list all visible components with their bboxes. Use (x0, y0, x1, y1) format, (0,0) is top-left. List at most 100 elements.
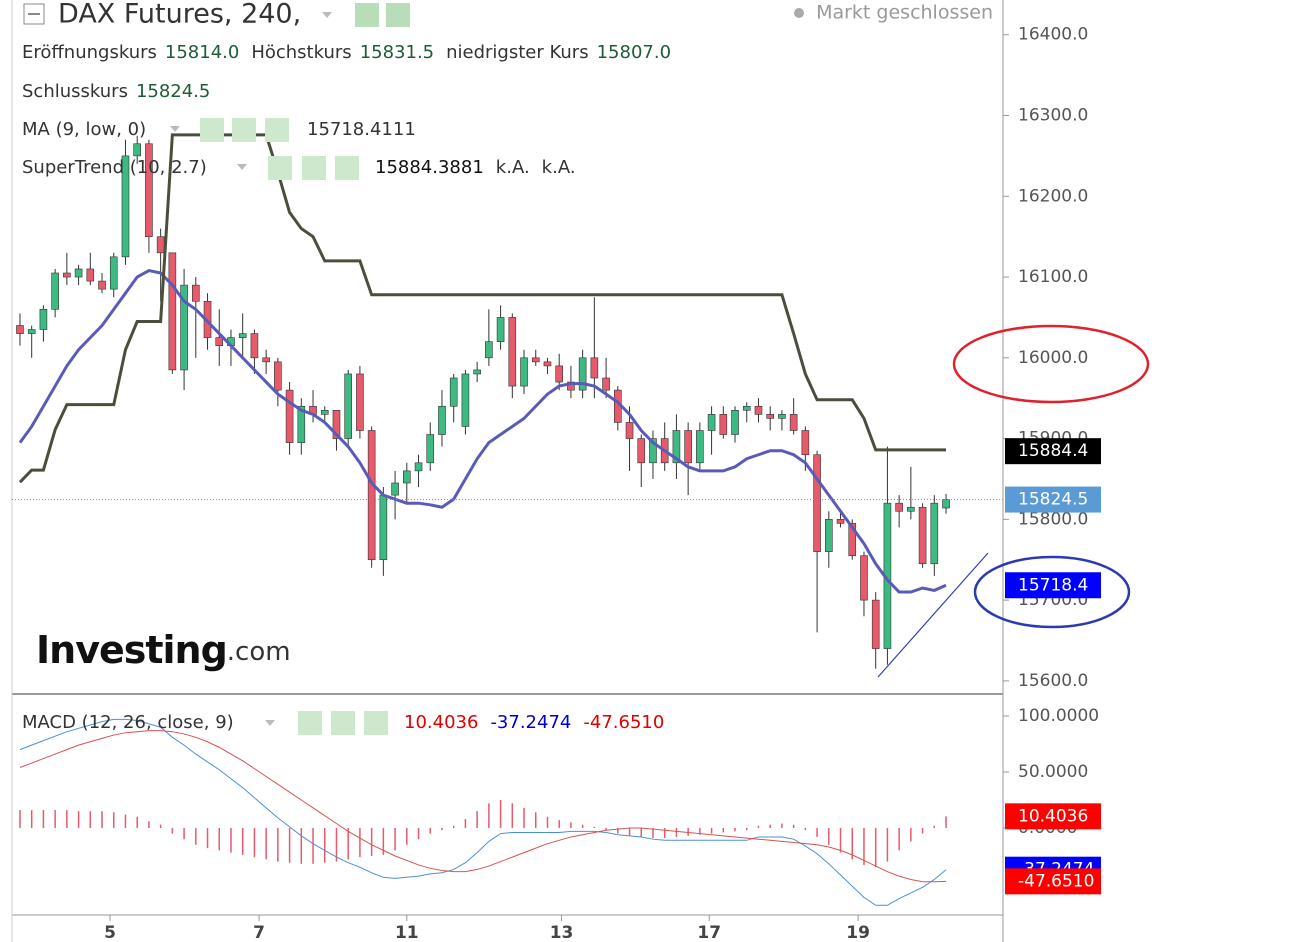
x-tick-label: 19 (846, 923, 870, 942)
settings-button[interactable] (232, 118, 256, 142)
indicator-value: 15884.3881 (375, 157, 484, 178)
candle-body (778, 414, 786, 419)
eye-button[interactable] (298, 711, 322, 735)
candle-body (414, 462, 423, 472)
dropdown[interactable] (265, 720, 275, 726)
y-tick-label: 50.0000 (1018, 762, 1088, 782)
candle-body (109, 256, 118, 290)
candle-body (848, 523, 857, 556)
y-tick-label: 16100.0 (1018, 267, 1088, 287)
dropdown[interactable] (322, 12, 332, 18)
ohlc-value: 15814.0 (165, 42, 239, 63)
candle-body (707, 414, 716, 431)
candle-body (168, 252, 177, 371)
candle-body (637, 438, 646, 464)
candle-body (473, 369, 481, 375)
candle-body (403, 470, 411, 484)
candle-body (625, 422, 634, 439)
candle-body (696, 430, 704, 464)
candle-body (86, 268, 95, 282)
value-tag (1005, 803, 1101, 830)
y-tick-label: 16400.0 (1018, 25, 1088, 45)
ohlc-value: 15831.5 (360, 42, 434, 63)
candle-body (801, 430, 810, 456)
candle-body (930, 502, 939, 565)
candle-body (789, 414, 798, 431)
candle-body (731, 410, 739, 435)
candle-body (39, 309, 48, 330)
ohlc-name: Höchstkurs (251, 42, 351, 63)
candle-body (145, 143, 153, 237)
candle-body (274, 361, 282, 391)
candle-body (16, 325, 24, 334)
status-dot (794, 8, 804, 18)
x-tick-label: 17 (697, 923, 721, 942)
dropdown[interactable] (237, 164, 247, 170)
x-tick-label: 13 (550, 923, 574, 942)
eye-button[interactable] (355, 3, 379, 27)
candle-body (496, 317, 505, 342)
price-tag-label: 15824.5 (1018, 490, 1088, 510)
indicator-name: MA (9, low, 0) (22, 119, 146, 140)
eye-button[interactable] (200, 118, 224, 142)
ohlc-name: Schlusskurs (22, 81, 128, 102)
market-status: Markt geschlossen (816, 2, 993, 24)
candle-body (449, 377, 458, 407)
candle-body (567, 381, 575, 391)
candle-body (672, 430, 681, 464)
dropdown[interactable] (170, 126, 180, 132)
indicator-extra: k.A. (496, 157, 530, 178)
indicator-value: -47.6510 (583, 712, 664, 733)
candle-body (813, 454, 821, 552)
signal-line (19, 730, 947, 883)
ohlc-name: niedrigster Kurs (446, 42, 588, 63)
price-tag (1005, 486, 1101, 513)
indicator-value: 10.4036 (404, 712, 478, 733)
legend-row: Schlusskurs 15824.5 (22, 81, 210, 102)
candle-body (121, 155, 130, 258)
price-tag-label: 15718.4 (1018, 575, 1088, 595)
candle-body (942, 499, 950, 509)
candle-body (836, 519, 845, 524)
candle-body (192, 284, 200, 302)
close-button[interactable] (265, 118, 289, 142)
candle-body (543, 361, 552, 367)
close-button[interactable] (364, 711, 388, 735)
candle-body (719, 414, 728, 435)
settings-button[interactable] (386, 3, 410, 27)
blue-ellipse (973, 555, 1131, 629)
settings-button[interactable] (302, 156, 326, 180)
y-tick-label: 100.0000 (1018, 706, 1099, 726)
ma-line (18, 268, 947, 594)
candle-body (367, 430, 376, 561)
watermark: Investing.com (36, 628, 291, 672)
indicator-extra: k.A. (542, 157, 576, 178)
candle-body (297, 405, 306, 443)
candle-body (215, 337, 224, 346)
candle-body (860, 555, 868, 601)
y-tick-label: 15800.0 (1018, 509, 1088, 529)
collapse-button[interactable] (23, 3, 45, 25)
eye-button[interactable] (268, 156, 292, 180)
watermark-suffix: .com (227, 637, 291, 667)
candle-body (63, 272, 71, 278)
candle-body (590, 357, 599, 379)
supertrend-line (18, 133, 947, 484)
candle-body (578, 357, 587, 391)
close-button[interactable] (335, 156, 359, 180)
candle-body (438, 405, 446, 435)
x-tick-label: 5 (104, 923, 116, 942)
ohlc-value: 15807.0 (597, 42, 671, 63)
indicator-name: MACD (12, 26, close, 9) (22, 712, 234, 733)
macd-line (19, 718, 947, 906)
legend-row: 15884.3881 k.A. k.A. (375, 157, 576, 178)
candle-body (520, 357, 528, 387)
y-tick-label: 16300.0 (1018, 106, 1088, 126)
candle-body (133, 143, 141, 157)
settings-button[interactable] (331, 711, 355, 735)
candle-body (379, 494, 388, 561)
candle-body (825, 519, 833, 552)
legend-row: 10.4036 -37.2474 -47.6510 (404, 712, 664, 733)
trend-line (877, 552, 989, 678)
